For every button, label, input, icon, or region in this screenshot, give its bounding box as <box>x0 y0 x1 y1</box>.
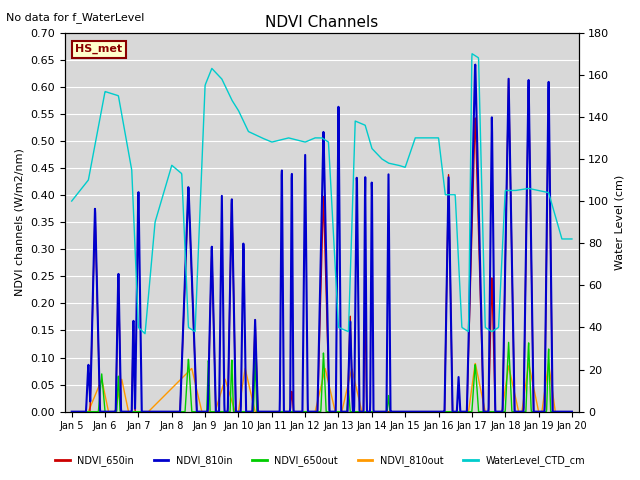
Y-axis label: NDVI channels (W/m2/nm): NDVI channels (W/m2/nm) <box>15 148 25 296</box>
Title: NDVI Channels: NDVI Channels <box>265 15 378 30</box>
Text: No data for f_WaterLevel: No data for f_WaterLevel <box>6 12 145 23</box>
Text: HS_met: HS_met <box>76 44 122 54</box>
Legend: NDVI_650in, NDVI_810in, NDVI_650out, NDVI_810out, WaterLevel_CTD_cm: NDVI_650in, NDVI_810in, NDVI_650out, NDV… <box>51 452 589 470</box>
Y-axis label: Water Level (cm): Water Level (cm) <box>615 175 625 270</box>
